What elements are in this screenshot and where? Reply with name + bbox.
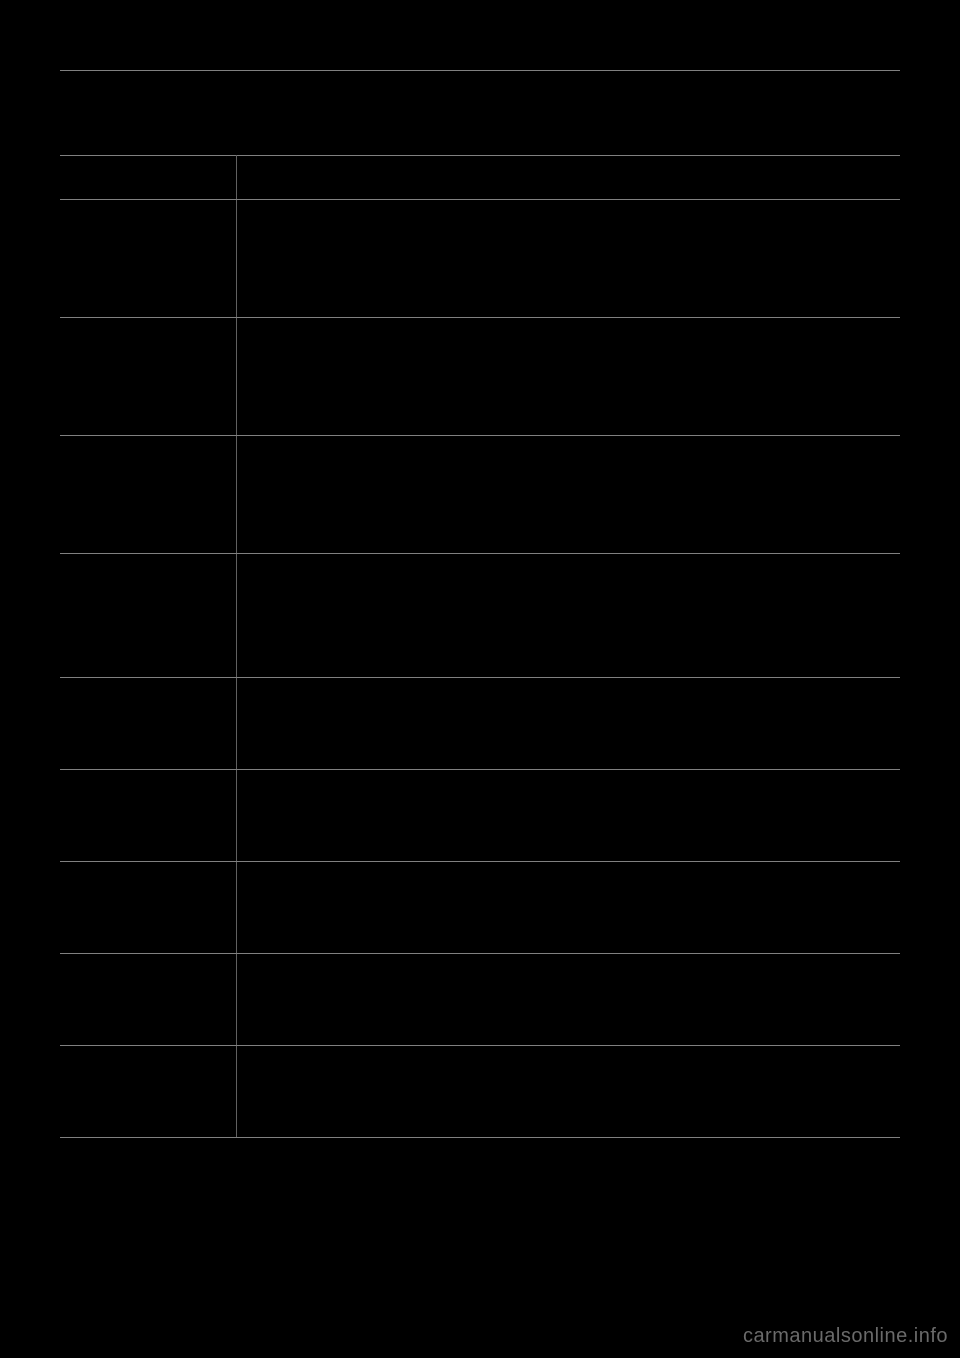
table-cell [236, 678, 900, 770]
table-cell [236, 862, 900, 954]
table-row [60, 318, 900, 436]
table-cell [236, 954, 900, 1046]
table-header-cell [236, 156, 900, 200]
table-cell [236, 318, 900, 436]
table-cell [236, 1046, 900, 1138]
table-cell [60, 862, 236, 954]
table-row [60, 954, 900, 1046]
table-cell [60, 318, 236, 436]
table-cell [60, 954, 236, 1046]
table-cell [60, 678, 236, 770]
table-row [60, 554, 900, 678]
page-content [60, 70, 900, 1278]
watermark-text: carmanualsonline.info [743, 1325, 948, 1348]
table-cell [60, 770, 236, 862]
table-cell [60, 436, 236, 554]
table-header-row [60, 156, 900, 200]
table-cell [236, 770, 900, 862]
spec-table-container [60, 155, 900, 1138]
table-row [60, 862, 900, 954]
table-cell [236, 554, 900, 678]
table-row [60, 770, 900, 862]
spec-table [60, 155, 900, 1138]
table-cell [236, 436, 900, 554]
table-row [60, 200, 900, 318]
table-row [60, 678, 900, 770]
top-horizontal-rule [60, 70, 900, 71]
table-row [60, 1046, 900, 1138]
table-row [60, 436, 900, 554]
table-header-cell [60, 156, 236, 200]
table-cell [60, 200, 236, 318]
table-body [60, 200, 900, 1138]
table-cell [236, 200, 900, 318]
table-cell [60, 554, 236, 678]
table-cell [60, 1046, 236, 1138]
